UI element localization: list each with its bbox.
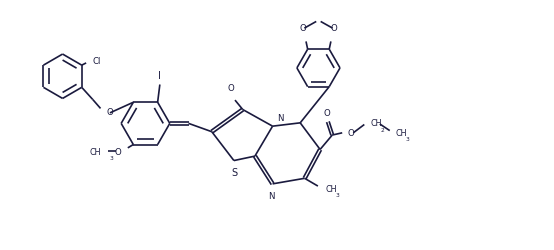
Text: O: O (115, 147, 121, 156)
Text: I: I (158, 71, 161, 81)
Text: O: O (300, 24, 306, 33)
Text: O: O (106, 108, 113, 117)
Text: Cl: Cl (92, 57, 101, 66)
Text: N: N (278, 114, 284, 123)
Text: S: S (232, 168, 238, 177)
Text: CH: CH (371, 119, 382, 128)
Text: O: O (228, 84, 234, 92)
Text: 2: 2 (381, 127, 384, 132)
Text: O: O (348, 128, 355, 137)
Text: CH: CH (90, 147, 101, 156)
Text: N: N (268, 191, 275, 200)
Text: 3: 3 (405, 136, 409, 141)
Text: O: O (330, 24, 337, 33)
Text: O: O (324, 108, 331, 117)
Text: 3: 3 (335, 192, 339, 197)
Text: CH: CH (326, 184, 337, 193)
Text: CH: CH (395, 128, 407, 137)
Text: 3: 3 (109, 155, 113, 160)
